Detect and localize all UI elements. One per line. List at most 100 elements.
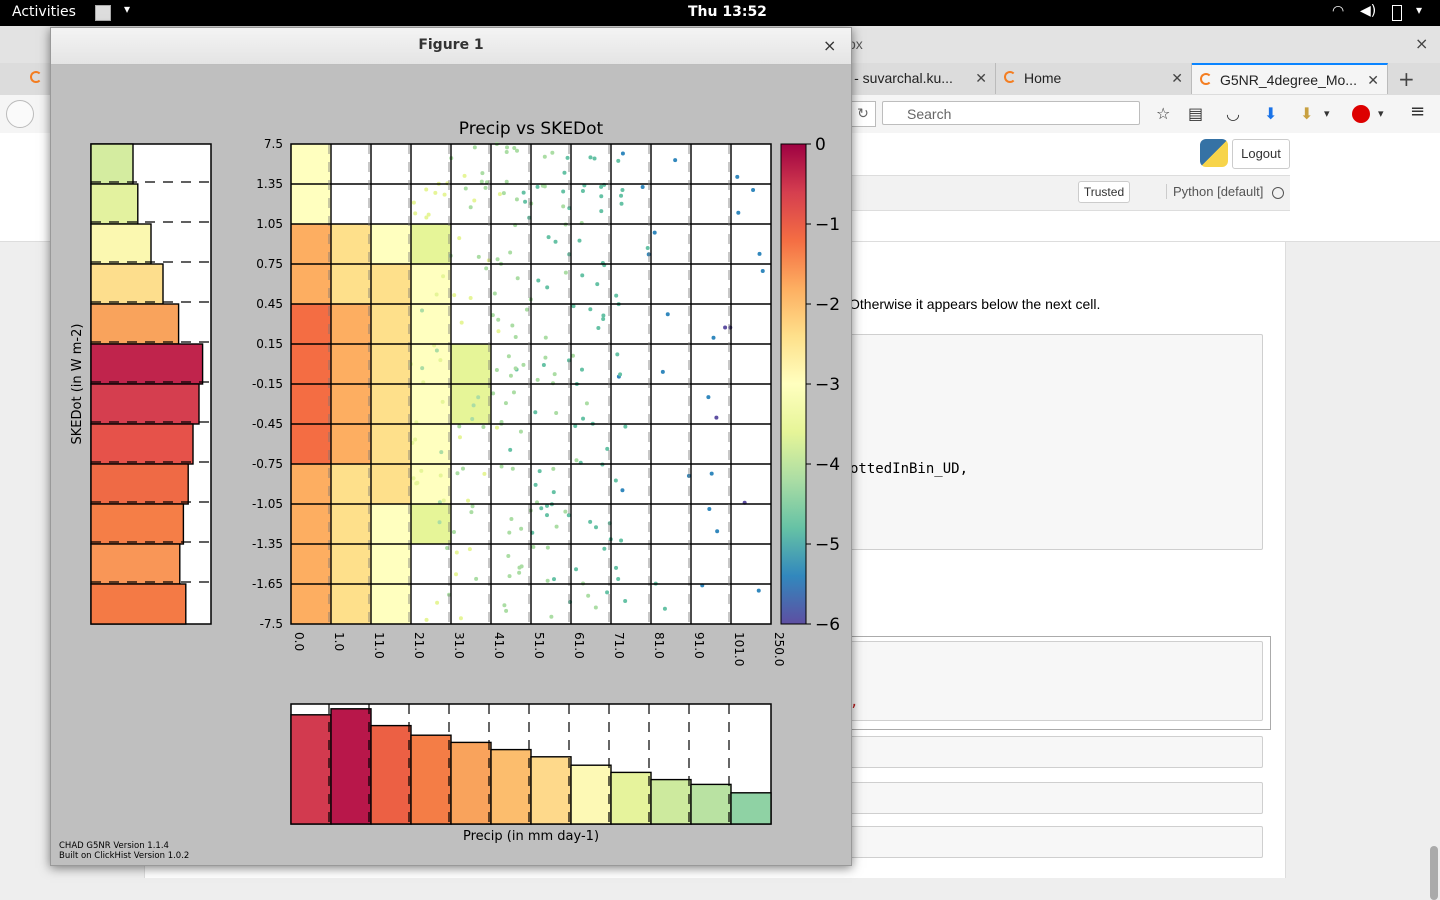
page-scrollbar[interactable] [1430, 846, 1438, 900]
trusted-indicator[interactable]: Trusted [1078, 181, 1130, 203]
battery-icon[interactable] [1392, 5, 1402, 21]
bottom-histogram-bar[interactable] [570, 764, 612, 825]
heatmap-cell[interactable] [331, 584, 371, 624]
heatmap-cell[interactable] [651, 344, 691, 384]
heatmap-cell[interactable] [331, 224, 371, 264]
heatmap-cell[interactable] [731, 464, 771, 504]
heatmap-cell[interactable] [531, 544, 571, 584]
heatmap-cell[interactable] [651, 184, 691, 224]
left-histogram-bar[interactable] [90, 583, 187, 625]
heatmap-cell[interactable] [331, 544, 371, 584]
heatmap-cell[interactable] [451, 304, 491, 344]
left-histogram-bar[interactable] [90, 343, 204, 385]
heatmap-cell[interactable] [611, 304, 651, 344]
heatmap-cell[interactable] [411, 264, 451, 304]
heatmap-cell[interactable] [691, 584, 731, 624]
heatmap-cell[interactable] [691, 504, 731, 544]
heatmap-cell[interactable] [571, 504, 611, 544]
heatmap-cell[interactable] [731, 424, 771, 464]
left-histogram-bar[interactable] [90, 503, 185, 545]
heatmap-cell[interactable] [331, 144, 371, 184]
kernel-name[interactable]: Python [default] [1166, 184, 1263, 199]
wifi-icon[interactable]: ◠ [1332, 3, 1345, 19]
heatmap-cell[interactable] [371, 264, 411, 304]
heatmap-cell[interactable] [291, 464, 331, 504]
pocket-icon[interactable]: ◡ [1226, 104, 1240, 123]
heatmap-cell[interactable] [571, 424, 611, 464]
back-button[interactable] [6, 100, 34, 128]
heatmap-cell[interactable] [691, 344, 731, 384]
heatmap-cell[interactable] [531, 464, 571, 504]
library-icon[interactable]: ▤ [1188, 104, 1204, 123]
heatmap-cell[interactable] [731, 344, 771, 384]
heatmap-cell[interactable] [291, 344, 331, 384]
heatmap-cell[interactable] [611, 264, 651, 304]
heatmap-cell[interactable] [491, 424, 531, 464]
heatmap-cell[interactable] [691, 544, 731, 584]
bottom-histogram-bar[interactable] [690, 783, 732, 825]
heatmap-cell[interactable] [491, 264, 531, 304]
heatmap-cell[interactable] [651, 424, 691, 464]
tab-home[interactable]: Home ✕ [996, 63, 1192, 94]
heatmap-cell[interactable] [291, 264, 331, 304]
heatmap-cell[interactable] [611, 184, 651, 224]
heatmap-cell[interactable] [371, 184, 411, 224]
heatmap-cell[interactable] [731, 304, 771, 344]
heatmap-cell[interactable] [491, 304, 531, 344]
heatmap-cell[interactable] [451, 504, 491, 544]
bottom-histogram-bar[interactable] [530, 756, 572, 825]
heatmap-cell[interactable] [731, 264, 771, 304]
heatmap-cell[interactable] [691, 144, 731, 184]
heatmap-cell[interactable] [331, 424, 371, 464]
heatmap-cell[interactable] [331, 344, 371, 384]
tab-close-icon[interactable]: ✕ [975, 70, 987, 86]
heatmap-cell[interactable] [411, 224, 451, 264]
heatmap-cell[interactable] [531, 224, 571, 264]
heatmap-cell[interactable] [491, 544, 531, 584]
heatmap-cell[interactable] [691, 424, 731, 464]
heatmap-cell[interactable] [611, 504, 651, 544]
heatmap-cell[interactable] [691, 184, 731, 224]
heatmap-cell[interactable] [731, 224, 771, 264]
tab-close-icon[interactable]: ✕ [1367, 72, 1379, 88]
new-tab-button[interactable]: + [1398, 67, 1415, 91]
heatmap-cell[interactable] [451, 184, 491, 224]
heatmap-cell[interactable] [731, 504, 771, 544]
heatmap-cell[interactable] [731, 584, 771, 624]
heatmap-cell[interactable] [371, 424, 411, 464]
heatmap-cell[interactable] [491, 584, 531, 624]
app-menu-chevron-icon[interactable]: ▾ [124, 2, 131, 16]
code-cell-2[interactable]: , [849, 641, 1263, 721]
heatmap-cell[interactable] [651, 584, 691, 624]
heatmap-cell[interactable] [291, 504, 331, 544]
adblock-menu-chevron-icon[interactable]: ▾ [1378, 107, 1384, 120]
heatmap-cell[interactable] [331, 464, 371, 504]
heatmap-cell[interactable] [531, 304, 571, 344]
heatmap-cell[interactable] [731, 384, 771, 424]
heatmap-cell[interactable] [571, 384, 611, 424]
figure-title-bar[interactable]: Figure 1 × [51, 28, 851, 65]
heatmap-cell[interactable] [411, 304, 451, 344]
code-cell-4[interactable] [849, 782, 1263, 814]
heatmap-cell[interactable] [371, 144, 411, 184]
bottom-histogram-bar[interactable] [330, 708, 372, 825]
figure-close-button[interactable]: × [823, 36, 837, 55]
heatmap-cell[interactable] [651, 224, 691, 264]
heatmap-cell[interactable] [691, 384, 731, 424]
left-histogram-bar[interactable] [90, 143, 134, 185]
heatmap-cell[interactable] [651, 544, 691, 584]
left-histogram-bar[interactable] [90, 303, 180, 345]
heatmap-cell[interactable] [691, 464, 731, 504]
adblock-icon[interactable] [1352, 105, 1370, 123]
heatmap-cell[interactable] [651, 504, 691, 544]
left-histogram-bar[interactable] [90, 223, 152, 265]
tab-close-icon[interactable]: ✕ [1171, 70, 1183, 86]
heatmap-cell[interactable] [531, 184, 571, 224]
heatmap-cell[interactable] [491, 184, 531, 224]
heatmap-cell[interactable] [291, 144, 331, 184]
heatmap-cell[interactable] [331, 184, 371, 224]
code-cell-1[interactable]: ottedInBin_UD, [849, 334, 1263, 550]
heatmap-cell[interactable] [411, 584, 451, 624]
heatmap-cell[interactable] [611, 424, 651, 464]
reload-icon[interactable]: ↻ [850, 101, 876, 127]
